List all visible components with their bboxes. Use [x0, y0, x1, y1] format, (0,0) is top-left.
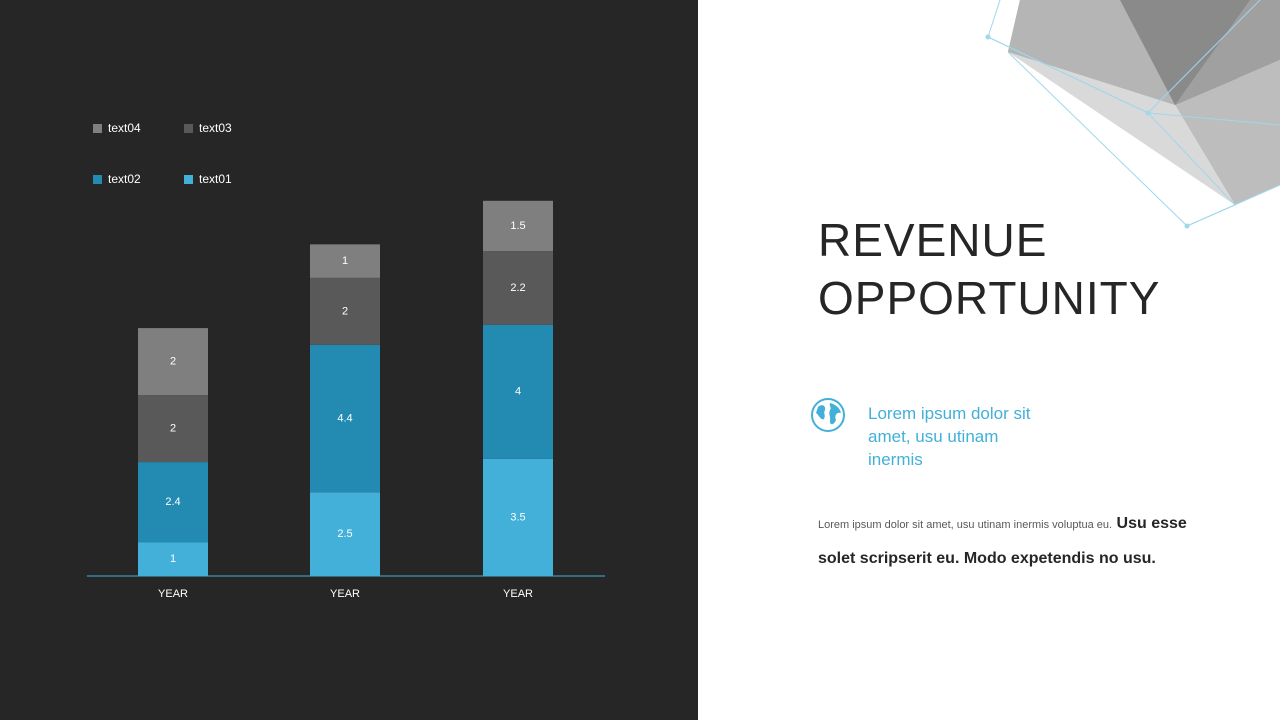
data-label: 2 [170, 423, 176, 435]
bar-segment [310, 277, 380, 345]
data-label: 3.5 [510, 511, 525, 523]
legend-swatch [184, 175, 193, 184]
data-label: 4 [515, 386, 521, 398]
bar-segment [310, 492, 380, 576]
data-label: 4.4 [337, 412, 352, 424]
bar-segment [138, 542, 208, 576]
bar-segment [138, 462, 208, 543]
bar-segment [483, 458, 553, 576]
bar-segment [310, 244, 380, 278]
slide-title: REVENUE OPPORTUNITY [818, 214, 1161, 324]
globe-icon [811, 398, 845, 432]
data-label: 2.5 [337, 528, 352, 540]
dark-panel: text01 text02 text03 text04 1 2.4 2 2 YEAR 2.5 4.4… [0, 0, 698, 720]
data-label: 2.4 [165, 496, 180, 508]
body-small: Lorem ipsum dolor sit amet, usu utinam i… [818, 519, 1113, 531]
data-label: 1.5 [510, 220, 525, 232]
bar-segment [310, 344, 380, 493]
subtitle: Lorem ipsum dolor sit amet, usu utinam i… [868, 404, 1031, 469]
decoration [985, 0, 1280, 229]
data-label: 2 [342, 305, 348, 317]
bar-segment [138, 395, 208, 463]
data-label: 2 [170, 356, 176, 368]
legend-label: text01 [199, 172, 232, 186]
bar-segment [483, 251, 553, 325]
bar-segment [483, 324, 553, 459]
chart: text01 text02 text03 text04 1 2.4 2 2 YEAR 2.5 4.4… [87, 121, 605, 600]
legend-swatch [93, 175, 102, 184]
x-tick-label: YEAR [503, 588, 533, 600]
data-label: 1 [170, 553, 176, 565]
body-bold: Usu esse solet scripserit eu. Modo expet… [818, 515, 1187, 567]
legend-swatch [184, 124, 193, 133]
legend-label: text04 [108, 121, 141, 135]
x-tick-label: YEAR [330, 588, 360, 600]
legend-label: text03 [199, 121, 232, 135]
bar-segment [483, 200, 553, 252]
legend-swatch [93, 124, 102, 133]
data-label: 1 [342, 255, 348, 267]
bar-segment [138, 328, 208, 396]
x-tick-label: YEAR [158, 588, 188, 600]
legend-label: text02 [108, 172, 141, 186]
data-label: 2.2 [510, 282, 525, 294]
body-text: Lorem ipsum dolor sit amet, usu utinam i… [818, 507, 1228, 576]
